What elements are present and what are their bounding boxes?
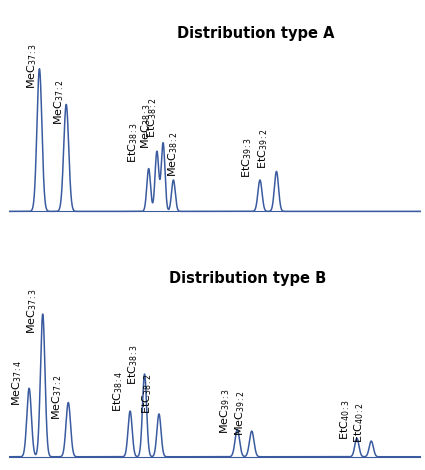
Text: $\mathregular{EtC}_{38:3}$: $\mathregular{EtC}_{38:3}$ <box>126 122 139 164</box>
Text: $\mathregular{MeC}_{39:3}$: $\mathregular{MeC}_{39:3}$ <box>218 388 232 434</box>
Text: $\mathregular{MeC}_{38:2}$: $\mathregular{MeC}_{38:2}$ <box>166 131 180 177</box>
Text: Distribution type A: Distribution type A <box>177 26 334 41</box>
Text: $\mathregular{MeC}_{39:2}$: $\mathregular{MeC}_{39:2}$ <box>233 390 247 436</box>
Text: Distribution type B: Distribution type B <box>169 271 326 286</box>
Text: $\mathregular{MeC}_{37:2}$: $\mathregular{MeC}_{37:2}$ <box>50 374 64 420</box>
Text: $\mathregular{EtC}_{39:3}$: $\mathregular{EtC}_{39:3}$ <box>240 137 254 178</box>
Text: $\mathregular{EtC}_{40:3}$: $\mathregular{EtC}_{40:3}$ <box>338 399 352 440</box>
Text: $\mathregular{EtC}_{38:2}$: $\mathregular{EtC}_{38:2}$ <box>145 97 159 138</box>
Text: $\mathregular{MeC}_{37:2}$: $\mathregular{MeC}_{37:2}$ <box>52 78 66 125</box>
Text: $\mathregular{MeC}_{38:3}$: $\mathregular{MeC}_{38:3}$ <box>139 103 153 149</box>
Text: $\mathregular{MeC}_{37:3}$: $\mathregular{MeC}_{37:3}$ <box>26 43 40 89</box>
Text: $\mathregular{EtC}_{38:3}$: $\mathregular{EtC}_{38:3}$ <box>126 344 140 384</box>
Text: $\mathregular{MeC}_{37:3}$: $\mathregular{MeC}_{37:3}$ <box>25 288 39 334</box>
Text: $\mathregular{EtC}_{39:2}$: $\mathregular{EtC}_{39:2}$ <box>256 128 270 169</box>
Text: $\mathregular{MeC}_{37:4}$: $\mathregular{MeC}_{37:4}$ <box>10 360 24 406</box>
Text: $\mathregular{EtC}_{38:2}$: $\mathregular{EtC}_{38:2}$ <box>141 374 154 415</box>
Text: $\mathregular{EtC}_{40:2}$: $\mathregular{EtC}_{40:2}$ <box>352 402 366 443</box>
Text: $\mathregular{EtC}_{38:4}$: $\mathregular{EtC}_{38:4}$ <box>111 370 125 412</box>
